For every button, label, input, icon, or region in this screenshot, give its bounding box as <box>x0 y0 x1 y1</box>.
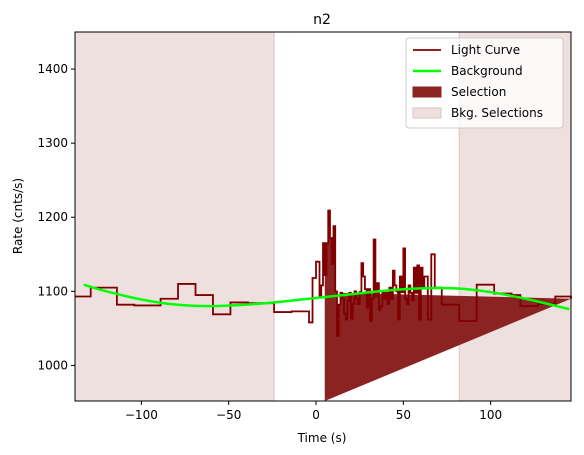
background-curve-series <box>83 283 570 311</box>
x-axis-ticks: −100 −50 0 50 100 <box>125 401 502 422</box>
y-tick-label: 1400 <box>37 62 68 76</box>
legend: Light Curve Background Selection Bkg. Selec… <box>405 37 564 129</box>
plot-frame <box>74 31 572 402</box>
background-curve-line <box>83 283 570 311</box>
light-curve-line <box>75 209 572 337</box>
x-axis-label: Time (s) <box>297 431 347 445</box>
legend-swatch-3 <box>412 107 442 119</box>
selection-region <box>324 210 571 401</box>
legend-swatch-2 <box>412 86 442 98</box>
x-tick-label: 0 <box>312 408 320 422</box>
legend-label-3: Bkg. Selections <box>451 106 543 120</box>
light-curve-series <box>75 209 572 337</box>
y-tick-label: 1200 <box>37 210 68 224</box>
y-axis-label: Rate (cnts/s) <box>11 178 25 254</box>
legend-frame <box>405 37 564 129</box>
x-tick-label: 50 <box>396 408 411 422</box>
x-tick-label: −100 <box>125 408 158 422</box>
y-axis-ticks: 1000 1100 1200 1300 1400 <box>37 62 75 372</box>
legend-label-1: Background <box>451 64 523 78</box>
x-tick-label: −50 <box>216 408 241 422</box>
selection-fill <box>324 210 571 401</box>
legend-label-0: Light Curve <box>451 43 520 57</box>
bkg-selection-region-0 <box>74 31 275 402</box>
legend-label-2: Selection <box>451 85 506 99</box>
y-tick-label: 1300 <box>37 136 68 150</box>
x-tick-label: 100 <box>479 408 502 422</box>
chart-title: n2 <box>313 12 331 28</box>
y-tick-label: 1000 <box>37 358 68 372</box>
y-tick-label: 1100 <box>37 284 68 298</box>
